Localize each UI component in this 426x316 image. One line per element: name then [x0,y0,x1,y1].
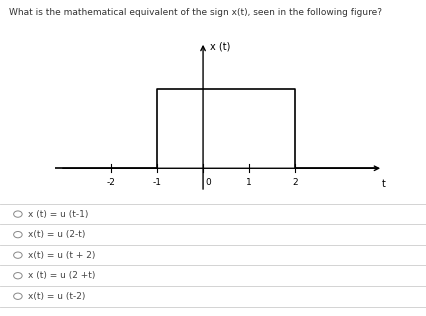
Text: 0: 0 [205,178,211,187]
Text: t: t [382,179,386,189]
Text: x(t) = u (t + 2): x(t) = u (t + 2) [28,251,95,260]
Text: x(t) = u (2-t): x(t) = u (2-t) [28,230,85,239]
Text: x (t): x (t) [210,42,230,52]
Text: x (t) = u (2 +t): x (t) = u (2 +t) [28,271,95,280]
Text: -2: -2 [106,178,115,187]
Text: x(t) = u (t-2): x(t) = u (t-2) [28,292,85,301]
Text: 2: 2 [293,178,298,187]
Text: x (t) = u (t-1): x (t) = u (t-1) [28,210,88,219]
Text: 1: 1 [246,178,252,187]
Text: What is the mathematical equivalent of the sign x(t), seen in the following figu: What is the mathematical equivalent of t… [9,8,382,17]
Text: -1: -1 [153,178,161,187]
